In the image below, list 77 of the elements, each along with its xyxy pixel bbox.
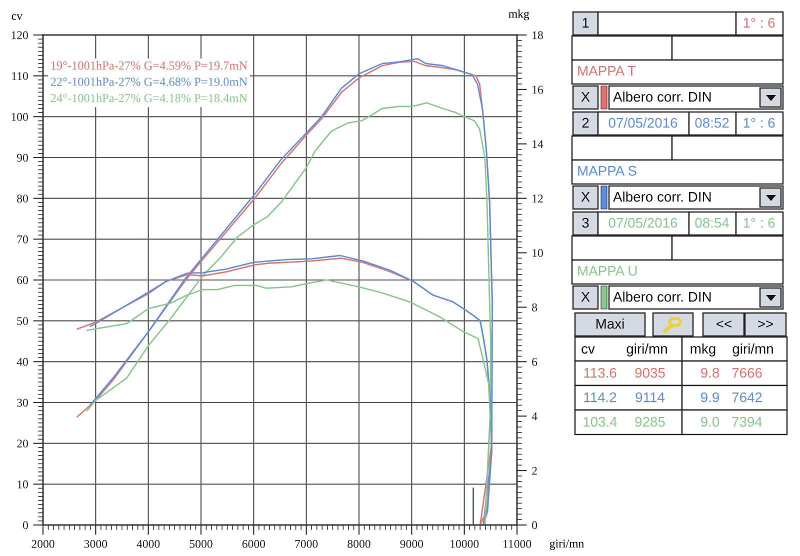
x-tick-label: 11000 — [504, 540, 532, 548]
text: 7394 — [732, 416, 762, 427]
text: 07/05/2016 — [608, 218, 678, 228]
text: Maxi — [596, 318, 624, 329]
y-tick-label: 100 — [12, 112, 28, 121]
y2-tick-label: 0 — [532, 521, 538, 530]
text: 08:54 — [695, 218, 729, 228]
y-tick-label: 70 — [17, 235, 28, 244]
y-tick-label: 110 — [12, 72, 28, 80]
text: cv — [582, 346, 595, 354]
y2-tick-label: 8 — [532, 303, 538, 312]
y2-tick-label: 14 — [532, 140, 544, 148]
text: 24°-1001hPa-27% G=4.18% P=18.4mN — [50, 94, 248, 102]
text: Albero corr. DIN — [613, 92, 711, 102]
x-tick-label: 4000 — [136, 540, 160, 548]
x-tick-label: 3000 — [84, 540, 108, 548]
x-tick-label: 6000 — [242, 540, 266, 548]
text: 3 — [582, 218, 589, 228]
text: X — [581, 92, 590, 102]
text: 9285 — [635, 416, 665, 427]
y2-axis-title: mkg — [508, 10, 530, 20]
text: 7666 — [732, 368, 762, 378]
y-tick-label: 50 — [17, 317, 28, 326]
y-tick-label: 40 — [16, 358, 28, 366]
y-tick-label: 20 — [17, 440, 28, 448]
text: Albero corr. DIN — [613, 192, 711, 202]
y-tick-label: 30 — [17, 398, 28, 407]
y2-tick-label: 6 — [532, 358, 538, 366]
text: >> — [758, 320, 773, 328]
text: 114.2 — [584, 392, 616, 402]
x-tick-label: 8000 — [348, 540, 370, 548]
y-tick-label: 60 — [17, 276, 28, 284]
y2-tick-label: 18 — [532, 31, 543, 40]
text: 9035 — [635, 368, 665, 378]
text: 9.8 — [701, 368, 720, 378]
text: 07/05/2016 — [608, 118, 678, 128]
text: 1 — [582, 18, 589, 28]
y-tick-label: 10 — [18, 480, 28, 488]
x-tick-label: 10000 — [450, 540, 479, 548]
text: 08:52 — [695, 118, 729, 128]
text: mkg — [690, 344, 716, 356]
text: 9114 — [636, 392, 665, 402]
text: giri/mn — [732, 344, 773, 356]
text: X — [581, 292, 590, 302]
text: MAPPA S — [578, 166, 636, 176]
y2-tick-label: 2 — [532, 466, 537, 475]
text: 1° : 6 — [744, 18, 775, 28]
text: 2 — [582, 118, 589, 128]
text: 103.4 — [584, 416, 617, 427]
x-tick-label: 9000 — [400, 540, 424, 548]
y-tick-label: 120 — [12, 31, 28, 40]
y2-tick-label: 10 — [532, 249, 543, 257]
y2-tick-label: 12 — [532, 194, 543, 202]
y-tick-label: 90 — [16, 154, 28, 162]
text: MAPPA U — [578, 266, 637, 276]
text: X — [581, 192, 590, 202]
text: 1° : 6 — [744, 218, 775, 228]
text: 22°-1001hPa-27% G=4.68% P=19.0mN — [50, 77, 248, 86]
text: giri/mn — [626, 344, 667, 356]
y2-tick-label: 16 — [532, 86, 544, 94]
x-tick-label: 7000 — [295, 540, 318, 548]
text: 19°-1001hPa-27% G=4.59% P=19.7mN — [51, 61, 248, 70]
y2-tick-label: 4 — [532, 412, 538, 420]
y-tick-label: 0 — [22, 521, 28, 530]
text: Albero corr. DIN — [613, 292, 711, 302]
text: << — [716, 320, 732, 328]
text: 7642 — [732, 392, 762, 402]
text: 9.9 — [701, 392, 719, 402]
x-axis-title: giri/mn — [550, 540, 584, 550]
x-tick-label: 2000 — [32, 540, 54, 548]
y-tick-label: 80 — [17, 194, 28, 203]
y-axis-title: cv — [12, 14, 22, 20]
text: 113.6 — [584, 368, 616, 378]
text: MAPPA T — [578, 66, 636, 76]
text: 9.0 — [701, 416, 720, 427]
text: 1° : 6 — [744, 118, 775, 128]
x-tick-label: 5000 — [190, 540, 212, 548]
